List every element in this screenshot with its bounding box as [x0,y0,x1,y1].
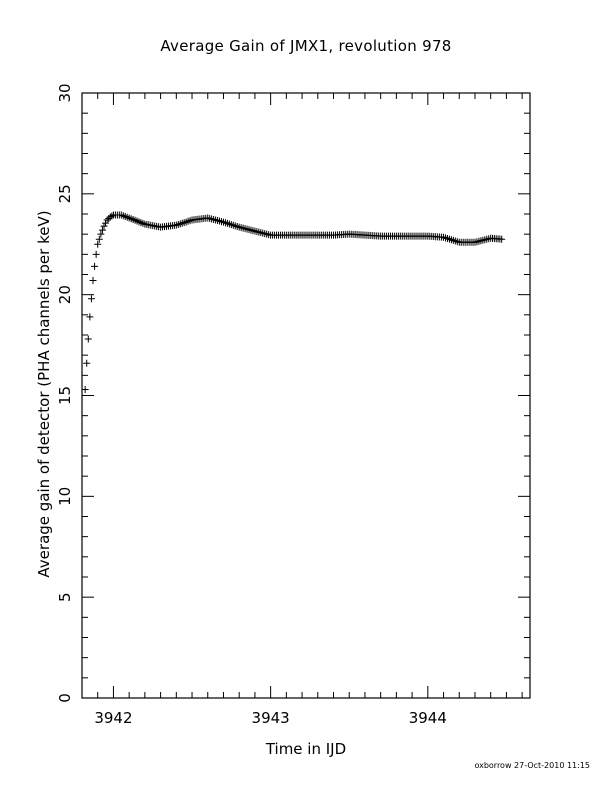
x-tick-label: 3944 [409,709,447,727]
y-tick-label: 10 [56,487,74,506]
chart-title: Average Gain of JMX1, revolution 978 [160,37,452,55]
footer-stamp: oxborrow 27-Oct-2010 11:15 [474,761,590,770]
data-point [98,226,106,234]
data-point [97,230,105,238]
y-tick-label: 15 [56,386,74,405]
data-point [498,235,506,243]
y-tick-label: 30 [56,83,74,102]
data-point [95,235,103,243]
y-tick-label: 20 [56,285,74,304]
data-point [87,295,95,303]
x-axis-label: Time in IJD [265,740,347,758]
plot-frame [81,92,531,699]
data-point [83,359,91,367]
data-point [108,212,116,220]
y-tick-label: 0 [56,693,74,703]
y-tick-label: 5 [56,592,74,602]
data-point [89,277,97,285]
data-point [86,313,94,321]
y-axis-label: Average gain of detector (PHA channels p… [35,210,53,578]
data-point [103,216,111,224]
x-tick-label: 3943 [252,709,290,727]
x-tick-label: 3942 [94,709,132,727]
data-point [94,240,102,248]
data-point [102,219,110,227]
data-point [81,385,89,393]
data-point [100,222,108,230]
data-point [91,262,99,270]
y-tick-label: 25 [56,184,74,203]
data-point [92,250,100,258]
data-series [81,211,506,393]
data-point [84,335,92,343]
